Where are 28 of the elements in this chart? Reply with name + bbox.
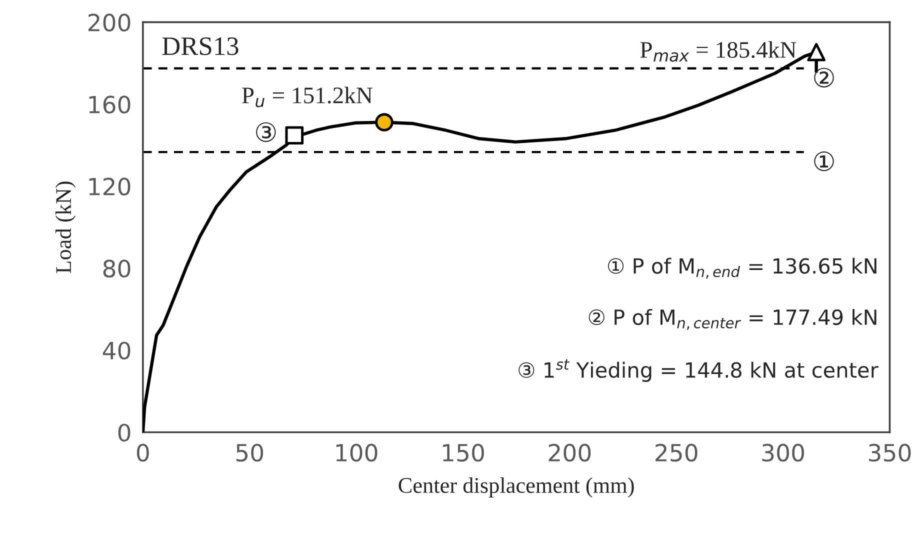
x-tick-label: 100	[336, 444, 378, 462]
annotation: P$_{u}$ = 151.2kN	[242, 86, 372, 108]
x-axis-title: Center displacement (mm)	[398, 477, 634, 498]
y-tick-label: 0	[118, 424, 130, 442]
y-tick-label: 120	[89, 178, 130, 196]
y-tick-label: 200	[88, 14, 130, 32]
annotation: ③	[256, 122, 276, 142]
y-tick-label: 160	[89, 96, 130, 114]
ref-line-label: ②	[814, 68, 834, 88]
annotation: ③ 1$^{st}$ Yieding = 144.8 kN at center	[518, 359, 878, 382]
x-tick-label: 200	[548, 444, 591, 462]
y-tick-label: 40	[102, 342, 130, 360]
ref-line-label: ①	[814, 151, 834, 172]
annotation: ① P of M$_{n,end}$ = 136.65 kN	[608, 258, 876, 279]
x-tick-label: 150	[443, 444, 484, 462]
x-tick-label: 50	[236, 444, 264, 462]
annotation: DRS13	[162, 37, 238, 56]
y-tick-label: 80	[103, 260, 130, 278]
annotation: ② P of M$_{n,center}$ = 177.49 kN	[588, 308, 876, 330]
x-tick-label: 300	[762, 444, 804, 462]
point	[285, 126, 304, 145]
x-tick-label: 250	[656, 444, 698, 462]
point	[375, 113, 394, 132]
point	[807, 42, 826, 62]
x-tick-label: 0	[136, 444, 149, 462]
x-tick-label: 350	[868, 444, 911, 462]
annotation: P$_{max}$ = 185.4kN	[640, 41, 796, 62]
y-axis-title: Load (kN)	[55, 182, 76, 274]
